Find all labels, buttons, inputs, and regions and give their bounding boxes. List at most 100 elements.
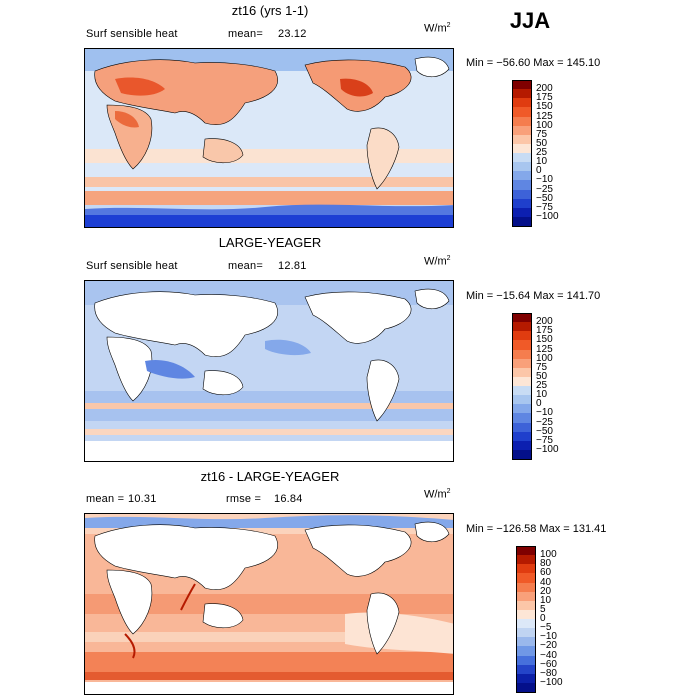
colorbar-tick-label: −10	[540, 631, 557, 643]
colorbar-tick-label: −50	[536, 425, 553, 437]
panel-1-map	[84, 48, 454, 228]
colorbar-swatch	[516, 646, 536, 656]
colorbar-swatch	[512, 180, 532, 190]
panel-2-mean-value: 12.81	[278, 260, 307, 272]
colorbar-tick-label: 10	[540, 594, 552, 606]
panel-2-variable: Surf sensible heat	[86, 260, 178, 272]
colorbar-swatch	[516, 664, 536, 675]
colorbar-tick-label: 25	[536, 380, 548, 391]
colorbar-swatch	[512, 404, 532, 414]
colorbar-swatch	[516, 682, 536, 693]
colorbar-swatch	[512, 413, 532, 423]
colorbar-tick-label: 150	[536, 334, 553, 346]
panel-3-title: zt16 - LARGE-YEAGER	[200, 469, 340, 484]
colorbar-swatch	[512, 171, 532, 181]
colorbar-tick-label: −80	[540, 667, 557, 679]
panel-3-units: W/m2	[424, 488, 451, 501]
panel-3-minmax: Min = −126.58 Max = 131.41	[466, 523, 607, 535]
colorbar-tick-label: 100	[536, 352, 553, 364]
panel-1-minmax: Min = −56.60 Max = 145.10	[466, 57, 601, 69]
colorbar-tick-label: −100	[536, 210, 559, 222]
colorbar-tick-label: −100	[536, 443, 559, 455]
panel-2-map-svg	[85, 281, 453, 461]
panel-3-mean-label: mean =	[86, 493, 125, 505]
panel-1-title: zt16 (yrs 1-1)	[231, 3, 309, 18]
colorbar-tick-label: 60	[540, 567, 552, 579]
colorbar-swatch	[512, 198, 532, 209]
colorbar-swatch	[516, 555, 536, 565]
colorbar-swatch	[516, 600, 536, 611]
colorbar-swatch	[512, 153, 532, 163]
colorbar-swatch	[512, 349, 532, 360]
colorbar-swatch	[512, 395, 532, 405]
colorbar-swatch	[512, 134, 532, 145]
colorbar-swatch	[516, 628, 536, 638]
colorbar-swatch	[512, 125, 532, 136]
colorbar-swatch	[512, 386, 532, 396]
colorbar-tick-label: 150	[536, 101, 553, 113]
colorbar-tick-label: 175	[536, 92, 553, 104]
colorbar-swatch	[516, 564, 536, 574]
colorbar-tick-label: 125	[536, 110, 553, 122]
colorbar-swatch	[516, 573, 536, 583]
colorbar-swatch	[516, 546, 536, 556]
colorbar-tick-label: 200	[536, 316, 553, 328]
colorbar-swatch	[512, 162, 532, 172]
panel-2-title: LARGE-YEAGER	[218, 235, 322, 250]
colorbar-swatch	[516, 637, 536, 647]
colorbar-tick-label: 0	[540, 613, 546, 624]
colorbar-swatch	[512, 367, 532, 378]
panel-3-mean-value: 10.31	[128, 493, 157, 505]
panel-3-map	[84, 513, 454, 695]
panel-3-rmse-value: 16.84	[274, 493, 303, 505]
colorbar-swatch	[512, 322, 532, 332]
panel-2-map	[84, 280, 454, 462]
panel-1-mean-label: mean=	[228, 28, 263, 40]
colorbar-tick-label: −75	[536, 201, 553, 213]
colorbar-swatch	[512, 422, 532, 433]
colorbar-tick-label: −5	[540, 622, 552, 634]
colorbar-tick-label: −10	[536, 174, 553, 186]
colorbar-tick-label: 125	[536, 343, 553, 355]
panel-1-map-svg	[85, 49, 453, 227]
colorbar-tick-label: −10	[536, 407, 553, 419]
colorbar-swatch	[512, 449, 532, 460]
panel-2-mean-label: mean=	[228, 260, 263, 272]
colorbar-swatch	[512, 116, 532, 127]
colorbar-swatch	[512, 189, 532, 200]
colorbar-tick-label: 40	[540, 576, 552, 588]
colorbar-tick-label: 75	[536, 361, 548, 373]
colorbar-tick-label: 75	[536, 128, 548, 140]
season-title: JJA	[509, 8, 551, 33]
colorbar-tick-label: 25	[536, 147, 548, 158]
colorbar-tick-label: 100	[540, 549, 557, 561]
colorbar-swatch	[512, 143, 532, 154]
colorbar-tick-label: −25	[536, 416, 553, 428]
colorbar-tick-label: −100	[540, 676, 563, 688]
colorbar-tick-label: 10	[536, 389, 548, 401]
panel-3-rmse-label: rmse =	[226, 493, 262, 505]
colorbar-swatch	[516, 619, 536, 629]
panel-3-map-svg	[85, 514, 453, 694]
colorbar-swatch	[512, 431, 532, 442]
colorbar-tick-label: 10	[536, 156, 548, 168]
colorbar-tick-label: −25	[536, 183, 553, 195]
colorbar-swatch	[512, 313, 532, 323]
colorbar-tick-label: 0	[536, 398, 542, 410]
panel-1-units: W/m2	[424, 22, 451, 35]
colorbar-swatch	[516, 673, 536, 684]
colorbar-swatch	[512, 440, 532, 451]
colorbar-tick-label: 50	[536, 137, 548, 149]
colorbar-swatch	[512, 340, 532, 350]
colorbar-swatch	[516, 609, 536, 620]
colorbar-tick-label: 175	[536, 325, 553, 337]
colorbar-swatch	[516, 582, 536, 593]
colorbar-swatch	[512, 376, 532, 387]
colorbar-swatch	[512, 331, 532, 341]
colorbar-tick-label: −40	[540, 649, 557, 661]
colorbar-swatch	[512, 98, 532, 108]
colorbar-tick-label: 100	[536, 119, 553, 131]
panel-1-variable: Surf sensible heat	[86, 28, 178, 40]
colorbar-tick-label: 5	[540, 603, 546, 615]
colorbar-tick-label: −60	[540, 658, 557, 670]
